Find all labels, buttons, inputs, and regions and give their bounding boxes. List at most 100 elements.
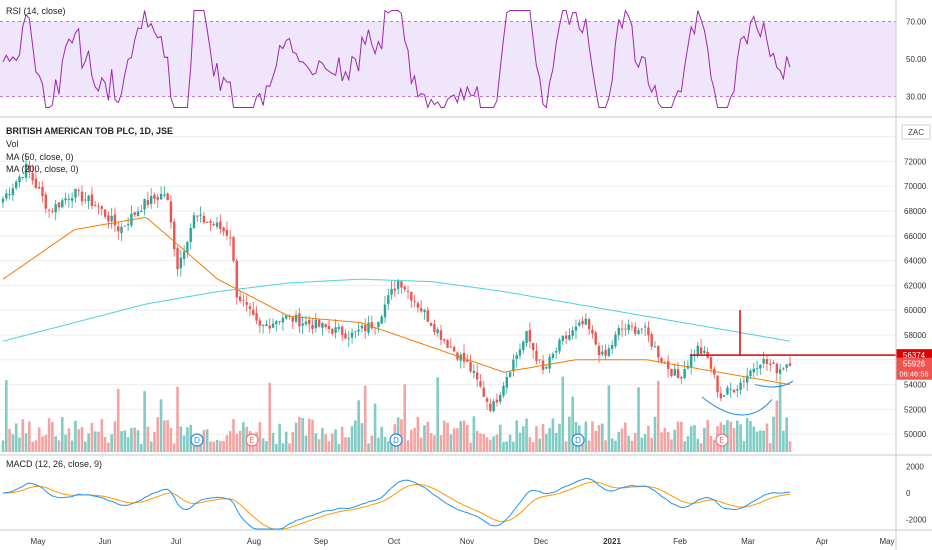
candle-body <box>555 350 558 353</box>
candle-body <box>337 326 341 330</box>
volume-bar <box>258 422 262 452</box>
candle-body <box>489 403 492 412</box>
volume-bar <box>215 439 219 452</box>
earnings-marker[interactable] <box>715 433 729 447</box>
candle-body <box>673 369 676 376</box>
candle-body <box>192 215 196 229</box>
macd-tick-label: 2000 <box>906 463 924 472</box>
dividend-marker[interactable] <box>389 433 403 447</box>
volume-bar <box>485 437 489 452</box>
volume-bar <box>452 428 456 452</box>
candle-body <box>643 326 647 328</box>
volume-bar <box>202 430 206 452</box>
volume-bar <box>317 439 321 452</box>
candle-body <box>564 335 568 339</box>
volume-bar <box>107 442 110 452</box>
dividend-marker[interactable] <box>190 433 204 447</box>
candle-body <box>284 315 288 319</box>
volume-bar <box>64 434 67 452</box>
ma200-line <box>2 278 791 342</box>
price-tick-label: 58000 <box>904 331 927 340</box>
volume-bar <box>436 377 439 452</box>
candle-body <box>31 173 34 181</box>
candle-body <box>406 291 410 292</box>
candle-body <box>515 355 518 359</box>
volume-bar <box>212 441 216 452</box>
candle-body <box>657 346 660 358</box>
volume-bar <box>538 438 542 452</box>
candle-body <box>531 342 535 351</box>
volume-bar <box>456 428 459 452</box>
candle-body <box>235 260 238 298</box>
volume-bar <box>70 440 74 452</box>
candle-body <box>133 212 136 215</box>
rsi-band <box>0 21 896 97</box>
volume-bar <box>261 438 265 452</box>
candlesticks <box>1 155 792 413</box>
volume-bar <box>712 440 716 452</box>
candle-body <box>778 369 782 374</box>
time-axis-label: Dec <box>534 537 548 546</box>
price-tick-label: 54000 <box>904 381 927 390</box>
volume-bar <box>765 423 769 452</box>
price-tick-label: 50000 <box>904 430 927 439</box>
cup-arc-drawing[interactable] <box>701 380 794 416</box>
volume-bar <box>199 442 202 452</box>
candle-body <box>571 330 574 336</box>
volume-bar <box>87 433 90 452</box>
candle-body <box>614 334 617 347</box>
earnings-marker[interactable] <box>245 433 259 447</box>
volume-bar <box>558 423 561 452</box>
candle-body <box>117 226 120 232</box>
volume-bar <box>278 423 281 452</box>
volume-bar <box>143 391 146 452</box>
legend-volume: Vol <box>6 139 19 149</box>
candle-body <box>429 322 433 326</box>
candle-body <box>298 313 301 327</box>
volume-bar <box>554 432 558 452</box>
candle-body <box>182 251 186 260</box>
candle-body <box>202 215 206 223</box>
macd-tick-label: -2000 <box>906 516 927 525</box>
volume-bar <box>429 433 433 452</box>
currency-badge[interactable] <box>901 124 931 140</box>
volume-bar <box>601 423 604 452</box>
volume-bar <box>653 416 657 452</box>
candle-body <box>278 321 281 323</box>
volume-bar <box>103 437 107 452</box>
volume-bar <box>479 433 482 452</box>
volume-bar <box>205 429 209 452</box>
volume-bar <box>660 432 663 452</box>
volume-bar <box>265 441 268 452</box>
volume-bar <box>182 435 186 452</box>
volume-bar <box>8 428 11 452</box>
candle-body <box>308 319 311 325</box>
event-marker-label: D <box>194 436 200 445</box>
candle-body <box>732 389 736 393</box>
candle-body <box>311 324 314 329</box>
candle-body <box>232 237 235 261</box>
candle-body <box>650 334 653 347</box>
candle-body <box>627 324 630 331</box>
price-axis-ticks: 7400072000700006800066000640006200060000… <box>904 133 927 440</box>
candle-body <box>752 368 755 373</box>
candle-body <box>28 164 31 173</box>
volume-bar <box>116 388 120 452</box>
candle-body <box>785 364 788 368</box>
volume-bar <box>739 424 742 452</box>
candle-body <box>387 295 390 305</box>
close-price-tag: 55926 06:46:56 <box>896 357 932 380</box>
candle-body <box>482 387 485 397</box>
candle-body <box>14 181 18 189</box>
dividend-marker[interactable] <box>571 433 585 447</box>
candle-body <box>166 193 169 201</box>
candle-body <box>433 324 436 333</box>
volume-bar <box>591 421 594 452</box>
volume-bar <box>475 430 479 452</box>
candle-body <box>393 288 397 291</box>
volume-bar <box>238 430 242 452</box>
candle-body <box>578 322 581 326</box>
volume-bar <box>54 436 57 452</box>
volume-bar <box>762 430 765 452</box>
